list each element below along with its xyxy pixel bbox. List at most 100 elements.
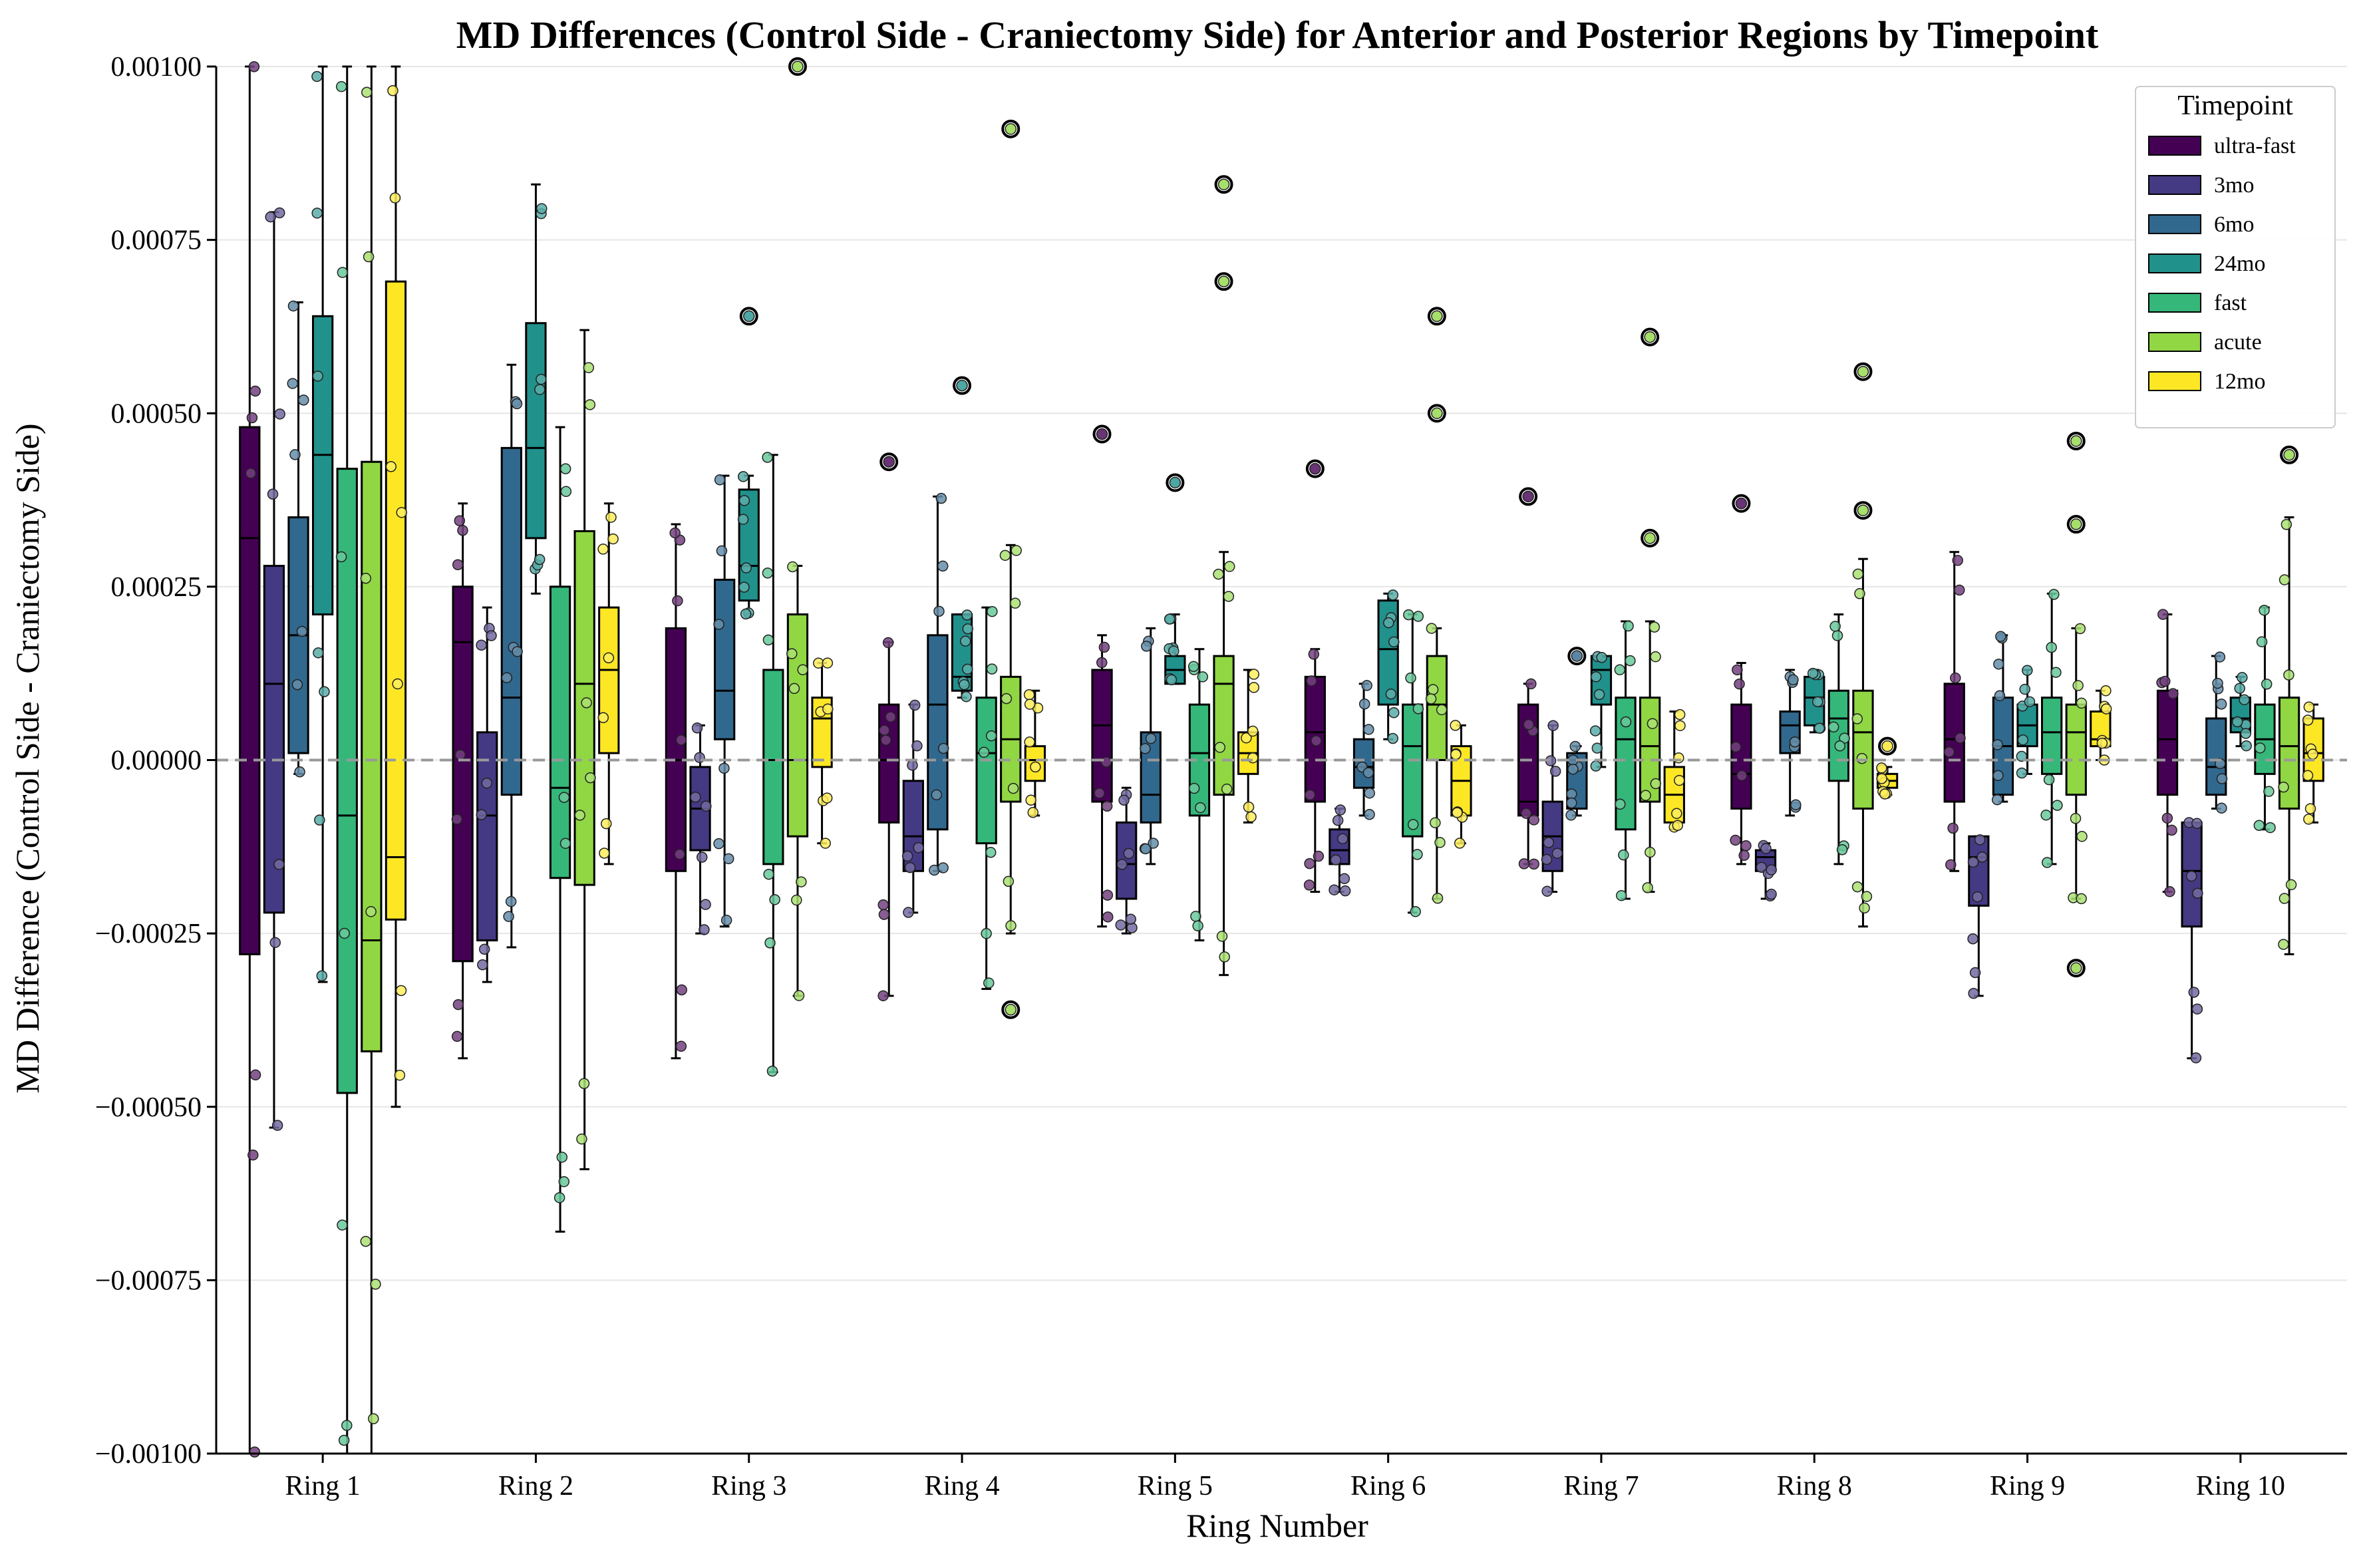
outlier-point-fill <box>1857 365 1869 378</box>
data-point <box>273 207 285 219</box>
x-tick-label: Ring 7 <box>1563 1471 1639 1501</box>
data-point <box>477 959 488 971</box>
data-point <box>985 730 997 742</box>
data-point <box>2304 803 2316 814</box>
data-point <box>1248 669 1259 680</box>
data-point <box>880 734 891 746</box>
data-point <box>1221 783 1233 795</box>
data-point <box>1405 672 1416 684</box>
data-point <box>1567 763 1579 775</box>
data-point <box>274 408 285 420</box>
data-point <box>389 192 401 204</box>
legend-swatch <box>2148 371 2201 391</box>
data-point <box>1358 699 1370 710</box>
data-point <box>2303 814 2314 825</box>
data-point <box>2076 697 2088 709</box>
legend-label: 24mo <box>2214 251 2265 276</box>
data-point <box>451 814 463 825</box>
data-point <box>503 911 514 922</box>
data-point <box>983 977 995 989</box>
outlier-point <box>1519 487 1538 506</box>
data-point <box>1407 819 1419 830</box>
data-point <box>1596 652 1607 663</box>
data-point <box>1967 856 1979 868</box>
data-point <box>821 792 833 804</box>
data-point <box>556 1152 568 1163</box>
data-point <box>1766 864 1777 875</box>
data-point <box>1861 891 1873 902</box>
data-point <box>1364 787 1375 799</box>
data-point <box>335 551 347 563</box>
data-point <box>1991 794 2003 806</box>
data-point <box>1995 631 2006 642</box>
data-point <box>2100 685 2112 697</box>
data-point <box>335 80 347 92</box>
data-point <box>762 452 773 463</box>
data-point <box>337 1219 348 1231</box>
data-point <box>319 686 330 698</box>
data-point <box>1790 799 1802 811</box>
data-point <box>1734 678 1745 690</box>
data-point <box>877 990 889 1002</box>
data-point <box>2048 589 2060 600</box>
data-point <box>1618 849 1629 861</box>
data-point <box>1879 788 1891 800</box>
data-point <box>2159 675 2171 687</box>
data-point <box>1241 732 1252 744</box>
data-point <box>1674 720 1686 732</box>
data-point <box>534 384 546 395</box>
data-point <box>2016 767 2028 779</box>
data-point <box>1623 620 1634 632</box>
data-point <box>1756 862 1768 873</box>
legend-swatch <box>2148 175 2201 195</box>
outlier-point <box>1427 404 1446 423</box>
data-point <box>740 608 752 620</box>
data-point <box>1361 680 1372 691</box>
data-point <box>1590 671 1602 683</box>
data-point <box>452 999 464 1011</box>
data-point <box>935 492 947 504</box>
data-point <box>962 623 974 635</box>
legend-label: acute <box>2214 330 2262 355</box>
data-point <box>360 1235 372 1247</box>
data-point <box>1450 720 1461 731</box>
legend-label: 3mo <box>2214 173 2254 198</box>
data-point <box>394 1069 406 1081</box>
data-point <box>763 868 774 880</box>
data-point <box>1024 699 1036 710</box>
data-point <box>298 394 309 406</box>
data-point <box>1590 760 1602 772</box>
data-point <box>291 679 303 691</box>
data-point <box>1834 740 1845 752</box>
data-point <box>454 749 466 760</box>
data-point <box>2215 699 2227 710</box>
outlier-point-fill <box>2070 962 2082 974</box>
data-point <box>713 838 724 850</box>
data-point <box>2192 887 2203 899</box>
data-point <box>1829 621 1841 632</box>
outlier-point <box>1305 459 1325 478</box>
data-point <box>1640 790 1651 801</box>
data-point <box>877 899 889 911</box>
data-point <box>1027 807 1038 818</box>
data-point <box>1549 766 1561 777</box>
data-point <box>820 838 831 849</box>
box <box>1730 703 1752 810</box>
box <box>312 315 334 616</box>
data-point <box>1993 659 2004 670</box>
data-point <box>1955 732 1966 744</box>
data-point <box>909 699 921 711</box>
data-point <box>1851 713 1863 724</box>
data-point <box>452 559 464 571</box>
x-tick-label: Ring 4 <box>924 1471 999 1501</box>
data-point <box>1385 689 1397 700</box>
data-point <box>1807 667 1819 679</box>
outlier-point <box>1567 647 1587 666</box>
data-point <box>1732 664 1743 676</box>
outlier-point <box>788 57 807 76</box>
data-point <box>1337 833 1348 845</box>
data-point <box>454 515 466 526</box>
data-point <box>793 990 805 1001</box>
data-point <box>1427 684 1439 695</box>
